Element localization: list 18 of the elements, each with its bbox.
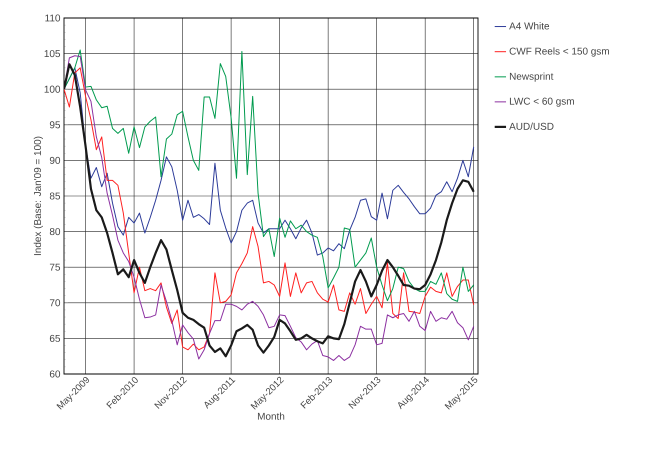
y-tick-label: 60 bbox=[50, 370, 60, 378]
y-axis-title: Index (Base: Jan'09 = 100) bbox=[34, 136, 43, 256]
y-tick-label: 100 bbox=[44, 86, 60, 93]
y-tick-label: 95 bbox=[50, 121, 60, 128]
y-tick-label: 90 bbox=[50, 156, 60, 164]
legend-label: AUD/USD bbox=[509, 122, 554, 130]
y-tick-label: 70 bbox=[50, 299, 60, 306]
y-tick-label: 75 bbox=[50, 264, 60, 271]
y-tick-label: 110 bbox=[45, 14, 60, 22]
y-tick-label: 105 bbox=[44, 50, 60, 58]
legend-label: LWC < 60 gsm bbox=[510, 98, 574, 107]
legend-label: Newsprint bbox=[510, 72, 554, 82]
y-tick-label: 65 bbox=[50, 334, 60, 342]
y-tick-label: 80 bbox=[50, 228, 60, 236]
legend-label: CWF Reels < 150 gsm bbox=[510, 47, 609, 57]
legend-label: A4 White bbox=[509, 22, 550, 30]
x-axis-title: Month bbox=[258, 412, 284, 420]
y-tick-label: 85 bbox=[50, 192, 60, 200]
